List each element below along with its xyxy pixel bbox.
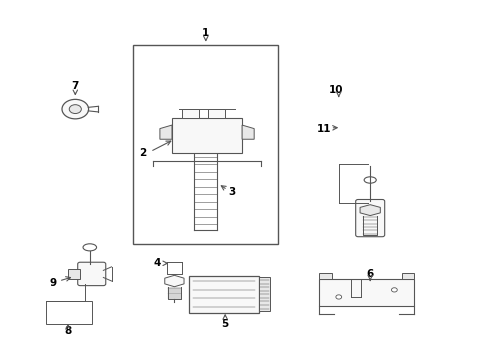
Polygon shape [401,273,413,279]
Ellipse shape [391,288,396,292]
Ellipse shape [62,99,88,119]
Polygon shape [359,205,380,216]
Ellipse shape [335,295,341,299]
Text: 2: 2 [139,148,146,158]
Ellipse shape [69,105,81,113]
Bar [319,279,413,306]
Bar [259,278,269,311]
Text: 3: 3 [228,188,236,197]
Bar [46,301,92,324]
Text: 10: 10 [328,85,343,95]
Text: 9: 9 [49,278,56,288]
Bar [208,109,224,118]
FancyBboxPatch shape [78,262,105,285]
Polygon shape [160,125,172,139]
Bar [181,109,198,118]
Bar [172,118,242,153]
Bar [133,45,278,244]
Text: 5: 5 [221,319,228,329]
FancyBboxPatch shape [355,199,384,237]
Polygon shape [242,125,254,139]
Bar [68,269,80,279]
Polygon shape [164,275,183,287]
Text: 6: 6 [366,269,373,279]
Bar [188,276,259,313]
Text: 8: 8 [64,326,72,336]
Text: 1: 1 [202,28,209,38]
Polygon shape [319,273,331,279]
Text: 4: 4 [154,258,161,268]
Text: 11: 11 [316,123,331,134]
Text: 7: 7 [71,81,79,91]
